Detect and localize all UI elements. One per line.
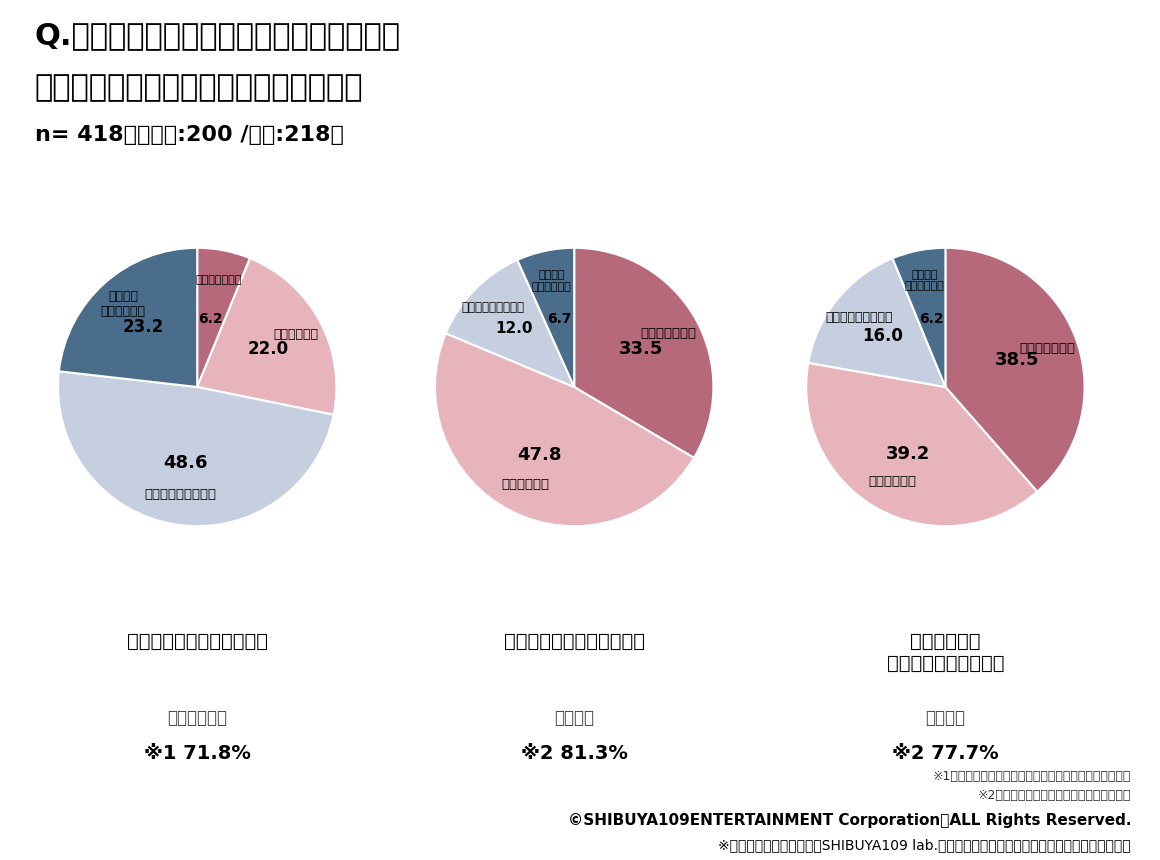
Text: ややそう思う: ややそう思う: [868, 475, 916, 488]
Wedge shape: [809, 258, 945, 387]
Text: 6.2: 6.2: [198, 311, 223, 326]
Wedge shape: [445, 260, 574, 387]
Text: ※1「あまりそう思わない」「まったくそう思わない」計: ※1「あまりそう思わない」「まったくそう思わない」計: [933, 770, 1131, 783]
Text: まったく
そう思わない: まったく そう思わない: [531, 270, 572, 292]
Text: Q.政治に関してあなたにあてはまる考えを: Q.政治に関してあなたにあてはまる考えを: [35, 22, 401, 51]
Text: 日本の政治に期待している: 日本の政治に期待している: [126, 632, 268, 651]
Text: 47.8: 47.8: [517, 446, 563, 464]
Text: 日本の政治に不安を覚える: 日本の政治に不安を覚える: [503, 632, 645, 651]
Wedge shape: [435, 334, 694, 526]
Wedge shape: [806, 363, 1037, 526]
Text: ※2 81.3%: ※2 81.3%: [521, 744, 628, 763]
Text: とてもそう思う: とてもそう思う: [1018, 342, 1075, 355]
Text: 48.6: 48.6: [162, 453, 208, 471]
Text: 6.2: 6.2: [920, 311, 944, 326]
Text: そう思う: そう思う: [554, 710, 594, 728]
Text: それぞれ教えてください。（単一回答）: それぞれ教えてください。（単一回答）: [35, 73, 363, 102]
Text: ※2「とてもそう思う」「ややそう思う」計: ※2「とてもそう思う」「ややそう思う」計: [978, 789, 1131, 802]
Wedge shape: [197, 258, 336, 415]
Wedge shape: [59, 248, 197, 387]
Text: 16.0: 16.0: [862, 328, 902, 346]
Text: まったく
そう思わない: まったく そう思わない: [101, 290, 145, 318]
Wedge shape: [58, 372, 334, 526]
Text: とてもそう思う: とてもそう思う: [640, 327, 696, 340]
Text: ※1 71.8%: ※1 71.8%: [144, 744, 251, 763]
Wedge shape: [892, 248, 945, 387]
Text: ※2 77.7%: ※2 77.7%: [892, 744, 999, 763]
Text: あまりそう思わない: あまりそう思わない: [461, 301, 524, 314]
Text: 38.5: 38.5: [995, 351, 1039, 369]
Text: ※ご使用の際は、出典元がSHIBUYA109 lab.である旨を明記くださいますようお願いいたします: ※ご使用の際は、出典元がSHIBUYA109 lab.である旨を明記くださいます…: [718, 838, 1131, 852]
Text: そう思わない: そう思わない: [167, 710, 227, 728]
Text: 12.0: 12.0: [495, 321, 534, 336]
Text: 6.7: 6.7: [548, 312, 572, 326]
Text: ややそう思う: ややそう思う: [273, 328, 318, 341]
Text: 23.2: 23.2: [123, 318, 164, 335]
Text: あまりそう思わない: あまりそう思わない: [144, 488, 216, 501]
Text: まったく
そう思わない: まったく そう思わない: [905, 270, 944, 292]
Wedge shape: [945, 248, 1085, 492]
Wedge shape: [197, 248, 251, 387]
Wedge shape: [574, 248, 713, 458]
Text: とてもそう思う: とてもそう思う: [195, 275, 241, 286]
Wedge shape: [517, 248, 574, 387]
Text: そう思う: そう思う: [926, 710, 965, 728]
Text: 33.5: 33.5: [618, 340, 662, 358]
Text: ©SHIBUYA109ENTERTAINMENT Corporation　ALL Rights Reserved.: ©SHIBUYA109ENTERTAINMENT Corporation ALL…: [567, 813, 1131, 827]
Text: 22.0: 22.0: [248, 340, 289, 358]
Text: あまりそう思わない: あまりそう思わない: [825, 310, 892, 323]
Text: n= 418　（男性:200 /女性:218）: n= 418 （男性:200 /女性:218）: [35, 125, 343, 144]
Text: 日本の政治が
変わってほしいと思う: 日本の政治が 変わってほしいと思う: [886, 632, 1005, 673]
Text: 39.2: 39.2: [886, 445, 930, 463]
Text: ややそう思う: ややそう思う: [501, 477, 550, 490]
